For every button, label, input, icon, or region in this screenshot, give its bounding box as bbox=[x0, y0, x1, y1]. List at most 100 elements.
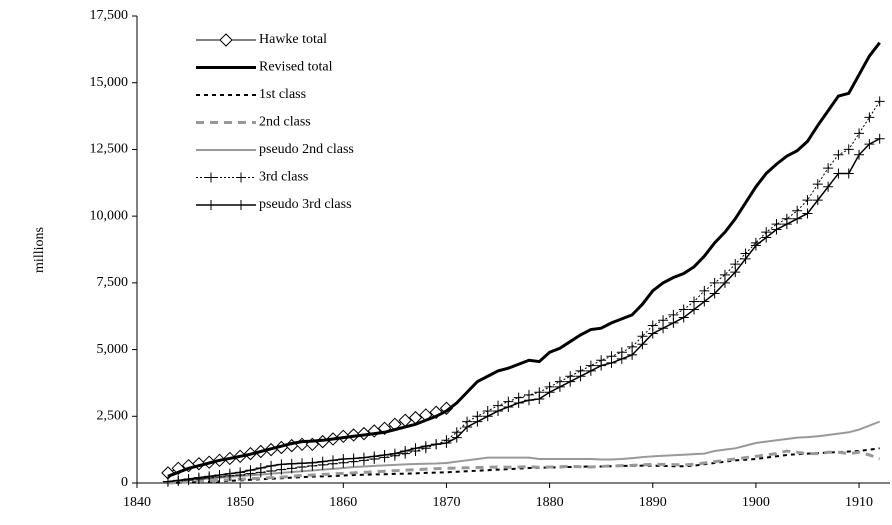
plus-marker bbox=[358, 452, 369, 463]
plus-marker bbox=[792, 213, 803, 224]
plus-marker bbox=[596, 360, 607, 371]
plus-marker bbox=[534, 393, 545, 404]
x-tick-label: 1870 bbox=[432, 495, 460, 510]
diamond-marker bbox=[192, 457, 206, 471]
legend-label: 2nd class bbox=[259, 115, 311, 130]
plus-marker bbox=[266, 460, 277, 471]
plus-marker bbox=[255, 463, 266, 474]
plus-marker bbox=[565, 376, 576, 387]
plus-marker bbox=[854, 149, 865, 160]
series-line bbox=[167, 41, 881, 478]
y-tick-label: 10,000 bbox=[90, 208, 129, 223]
plus-marker bbox=[307, 457, 318, 468]
legend-label: Revised total bbox=[259, 60, 333, 75]
plus-marker bbox=[523, 395, 534, 406]
plus-marker bbox=[193, 472, 204, 483]
plus-marker bbox=[462, 421, 473, 432]
plus-marker bbox=[214, 469, 225, 480]
x-tick-label: 1860 bbox=[329, 495, 357, 510]
plus-marker bbox=[575, 371, 586, 382]
plus-marker bbox=[410, 443, 421, 454]
plus-marker bbox=[854, 128, 865, 139]
plus-marker bbox=[740, 253, 751, 264]
plus-marker bbox=[874, 133, 885, 144]
plus-marker bbox=[513, 397, 524, 408]
series-line bbox=[167, 449, 881, 485]
plus-marker bbox=[276, 459, 287, 470]
plus-marker bbox=[441, 437, 452, 448]
plus-marker bbox=[389, 448, 400, 459]
x-tick-label: 1840 bbox=[123, 495, 151, 510]
plus-marker bbox=[245, 465, 256, 476]
plus-marker bbox=[843, 168, 854, 179]
plus-marker bbox=[864, 112, 875, 123]
plus-marker bbox=[864, 139, 875, 150]
plus-marker bbox=[451, 432, 462, 443]
plus-marker bbox=[400, 445, 411, 456]
y-tick-label: 7,500 bbox=[97, 275, 129, 290]
plus-marker bbox=[668, 317, 679, 328]
plus-marker bbox=[297, 458, 308, 469]
plus-marker bbox=[812, 179, 823, 190]
plus-marker bbox=[823, 163, 834, 174]
plus-marker bbox=[719, 277, 730, 288]
plus-marker bbox=[750, 240, 761, 251]
y-tick-label: 15,000 bbox=[90, 75, 129, 90]
plus-marker bbox=[874, 96, 885, 107]
plus-marker bbox=[224, 468, 235, 479]
plus-marker bbox=[206, 200, 216, 210]
plus-marker bbox=[637, 339, 648, 350]
y-tick-label: 17,500 bbox=[90, 8, 129, 23]
legend-label: 1st class bbox=[259, 87, 306, 102]
series-line bbox=[167, 447, 880, 484]
plus-marker bbox=[317, 456, 328, 467]
plus-marker bbox=[286, 458, 297, 469]
plus-marker bbox=[709, 277, 720, 288]
plus-marker bbox=[823, 181, 834, 192]
plus-marker bbox=[802, 195, 813, 206]
plus-marker bbox=[812, 195, 823, 206]
plus-marker bbox=[173, 475, 184, 486]
plus-marker bbox=[833, 149, 844, 160]
plus-marker bbox=[585, 365, 596, 376]
plus-marker bbox=[379, 449, 390, 460]
plus-marker bbox=[472, 416, 483, 427]
plus-marker bbox=[678, 312, 689, 323]
x-tick-label: 1890 bbox=[639, 495, 667, 510]
plus-marker bbox=[771, 224, 782, 235]
x-tick-label: 1910 bbox=[845, 495, 873, 510]
plus-marker bbox=[183, 473, 194, 484]
plus-marker bbox=[616, 353, 627, 364]
plus-marker bbox=[327, 455, 338, 466]
plus-marker bbox=[781, 219, 792, 230]
plus-marker bbox=[348, 453, 359, 464]
plus-marker bbox=[420, 441, 431, 452]
plus-marker bbox=[338, 453, 349, 464]
legend-label: Hawke total bbox=[259, 32, 327, 47]
plus-marker bbox=[493, 405, 504, 416]
legend-label: pseudo 2nd class bbox=[259, 142, 354, 157]
plus-marker bbox=[554, 381, 565, 392]
plus-marker bbox=[802, 208, 813, 219]
series-line bbox=[167, 420, 881, 483]
plus-marker bbox=[162, 476, 173, 487]
plus-marker bbox=[235, 467, 246, 478]
plus-marker bbox=[544, 387, 555, 398]
plus-marker bbox=[204, 471, 215, 482]
plus-marker bbox=[606, 357, 617, 368]
legend-label: 3rd class bbox=[259, 170, 308, 185]
plus-marker bbox=[658, 323, 669, 334]
plus-marker bbox=[482, 411, 493, 422]
plus-marker bbox=[206, 172, 216, 183]
series-line bbox=[167, 138, 881, 483]
x-tick-label: 1850 bbox=[226, 495, 254, 510]
plus-marker bbox=[236, 200, 246, 210]
y-axis-label: millions bbox=[32, 227, 47, 273]
plus-marker bbox=[627, 349, 638, 360]
plus-marker bbox=[431, 439, 442, 450]
plus-marker bbox=[843, 144, 854, 155]
plus-marker bbox=[761, 232, 772, 243]
series-line bbox=[167, 101, 881, 483]
plus-marker bbox=[833, 168, 844, 179]
